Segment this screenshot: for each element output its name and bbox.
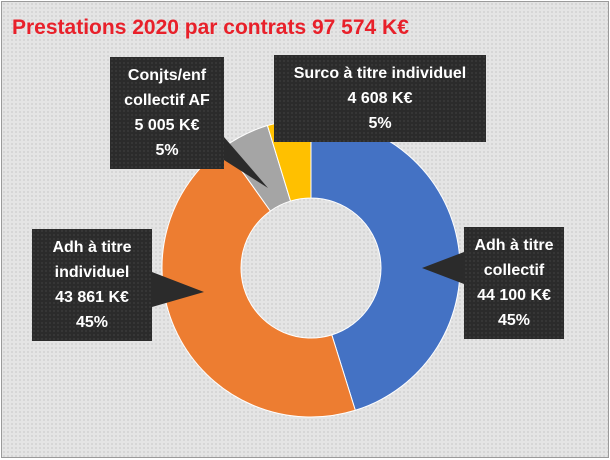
- value-label: 44 100 K€: [477, 287, 551, 304]
- value-label: 5 005 K€: [134, 117, 200, 134]
- value-label: 43 861 K€: [55, 289, 129, 306]
- callout: Adh à titre collectif 44 100 K€ 45%: [464, 227, 564, 339]
- callout: Adh à titre individuel 43 861 K€ 45%: [32, 229, 152, 341]
- category-label: Surco à titre individuel: [293, 65, 467, 82]
- callout: Surco à titre individuel 4 608 K€ 5%: [274, 55, 486, 142]
- percent-label: 45%: [75, 314, 109, 331]
- value-label: 4 608 K€: [347, 90, 413, 107]
- callout-pointer: [224, 137, 268, 188]
- slice: [161, 145, 356, 418]
- percent-label: 45%: [497, 312, 531, 329]
- chart-title: Prestations 2020 par contrats 97 574 K€: [12, 16, 409, 39]
- callout: Conjts/enf collectif AF 5 005 K€ 5%: [110, 57, 224, 169]
- category-label: Adh à titre individuel: [52, 239, 132, 281]
- percent-label: 5%: [368, 115, 392, 132]
- slice: [310, 118, 461, 411]
- callout-pointer: [422, 252, 464, 284]
- callout-pointer: [152, 272, 204, 307]
- category-label: Conjts/enf collectif AF: [124, 67, 210, 109]
- percent-label: 5%: [155, 142, 179, 159]
- category-label: Adh à titre collectif: [474, 237, 554, 279]
